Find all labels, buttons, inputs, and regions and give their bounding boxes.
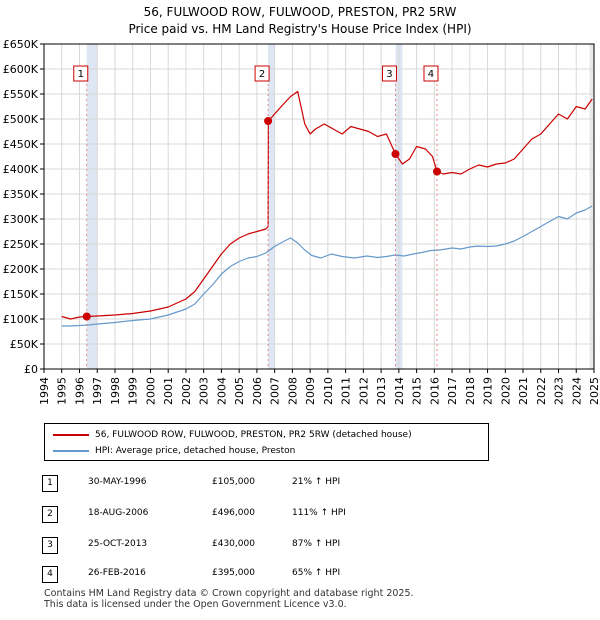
sale-label-4: 4 <box>428 69 434 80</box>
x-tick-label: 2020 <box>499 377 512 405</box>
legend-label-property: 56, FULWOOD ROW, FULWOOD, PRESTON, PR2 5… <box>95 430 412 440</box>
x-tick-label: 2023 <box>553 377 566 405</box>
chart-title: 56, FULWOOD ROW, FULWOOD, PRESTON, PR2 5… <box>143 5 457 19</box>
sale-date: 25-OCT-2013 <box>88 539 148 549</box>
y-tick-label: £100K <box>3 313 39 326</box>
y-tick-label: £600K <box>3 63 39 76</box>
sale-date: 26-FEB-2016 <box>88 568 146 578</box>
sale-label-3: 3 <box>386 69 392 80</box>
sale-markers: 1 2 3 4 <box>73 65 441 369</box>
shaded-periods <box>44 44 594 369</box>
sale-hpi-change: 87% ↑ HPI <box>292 539 341 549</box>
legend: 56, FULWOOD ROW, FULWOOD, PRESTON, PR2 5… <box>44 423 489 461</box>
chart-subtitle: Price paid vs. HM Land Registry's House … <box>128 22 472 36</box>
series-line-hpi <box>61 205 593 327</box>
chart-title-block: 56, FULWOOD ROW, FULWOOD, PRESTON, PR2 5… <box>0 4 600 38</box>
x-tick-label: 2006 <box>251 377 264 405</box>
sale-price: £430,000 <box>212 539 255 549</box>
x-tick-label: 2003 <box>198 377 211 405</box>
y-tick-label: £350K <box>3 188 39 201</box>
x-tick-label: 1996 <box>73 377 86 405</box>
y-tick-label: £250K <box>3 238 39 251</box>
sale-price: £105,000 <box>212 477 255 487</box>
series-line-property <box>61 90 593 320</box>
x-tick-label: 1999 <box>127 377 140 405</box>
legend-swatch-hpi <box>53 450 89 452</box>
y-tick-label: £0 <box>24 363 38 376</box>
x-tick-label: 2004 <box>215 377 228 405</box>
y-tick-label: £500K <box>3 113 39 126</box>
sale-label-box-3 <box>381 65 397 82</box>
y-tick-label: £450K <box>3 138 39 151</box>
sale-label-2: 2 <box>259 69 265 80</box>
x-tick-label: 2009 <box>304 377 317 405</box>
shaded-period-2 <box>268 44 275 369</box>
x-tick-label: 2010 <box>322 377 335 405</box>
x-tick-label: 2002 <box>180 377 193 405</box>
x-tick-label: 1997 <box>91 377 104 405</box>
x-tick-label: 1994 <box>38 377 51 405</box>
x-tick-label: 2019 <box>482 377 495 405</box>
sale-number-badge: 2 <box>42 506 58 523</box>
x-tick-label: 2013 <box>375 377 388 405</box>
sale-date: 18-AUG-2006 <box>88 508 149 518</box>
y-tick-label: £150K <box>3 288 39 301</box>
price-chart: 1 2 3 4 1994 1995 1996 1997 1998 1999 2000 2001 200… <box>3 38 600 405</box>
axes: 1994 1995 1996 1997 1998 1999 2000 2001 2002 2003… <box>3 38 600 405</box>
footer: Contains HM Land Registry data © Crown c… <box>44 588 414 610</box>
sale-hpi-change: 111% ↑ HPI <box>292 508 346 518</box>
sale-label-1: 1 <box>78 69 84 80</box>
sale-hpi-change: 65% ↑ HPI <box>292 568 341 578</box>
shaded-period-1 <box>86 44 98 369</box>
x-tick-label: 2001 <box>162 377 175 405</box>
y-tick-label: £200K <box>3 263 39 276</box>
sale-hpi-change: 21% ↑ HPI <box>292 477 341 487</box>
x-tick-label: 2018 <box>464 377 477 405</box>
footer-copyright: Contains HM Land Registry data © Crown c… <box>44 588 414 599</box>
legend-label-hpi: HPI: Average price, detached house, Pres… <box>95 446 296 456</box>
sale-price: £496,000 <box>212 508 255 518</box>
y-tick-label: £400K <box>3 163 39 176</box>
x-tick-label: 2014 <box>393 377 406 405</box>
series-layer <box>61 90 593 327</box>
x-tick-label: 2007 <box>269 377 282 405</box>
x-tick-label: 1998 <box>109 377 122 405</box>
y-tick-label: £650K <box>3 38 39 51</box>
sale-label-box-4 <box>423 65 439 82</box>
plot-frame <box>43 43 595 370</box>
x-tick-label: 2008 <box>286 377 299 405</box>
x-tick-label: 2011 <box>340 377 353 405</box>
x-tick-label: 2022 <box>535 377 548 405</box>
sale-point-2 <box>264 117 273 125</box>
footer-licence: This data is licensed under the Open Gov… <box>44 599 347 610</box>
sale-price: £395,000 <box>212 568 255 578</box>
sale-number-badge: 4 <box>42 566 58 583</box>
y-tick-label: £50K <box>10 338 39 351</box>
y-tick-label: £300K <box>3 213 39 226</box>
y-tick-label: £550K <box>3 88 39 101</box>
sale-number-badge: 1 <box>42 475 58 492</box>
legend-item-property: 56, FULWOOD ROW, FULWOOD, PRESTON, PR2 5… <box>53 428 412 442</box>
sale-point-3 <box>391 150 400 158</box>
grid <box>43 43 595 370</box>
legend-item-hpi: HPI: Average price, detached house, Pres… <box>53 444 295 458</box>
sale-point-1 <box>82 312 91 321</box>
x-tick-label: 2017 <box>446 377 459 405</box>
plot-background <box>44 44 594 369</box>
x-tick-label: 1995 <box>56 377 69 405</box>
x-tick-label: 2016 <box>428 377 441 405</box>
x-tick-label: 2005 <box>233 377 246 405</box>
x-tick-label: 2015 <box>411 377 424 405</box>
x-tick-label: 2025 <box>588 377 600 405</box>
sale-label-box-1 <box>73 65 89 82</box>
sale-date: 30-MAY-1996 <box>88 477 147 487</box>
x-tick-label: 2021 <box>517 377 530 405</box>
x-tick-label: 2024 <box>570 377 583 405</box>
legend-swatch-property <box>53 434 89 436</box>
sale-label-box-2 <box>254 65 270 82</box>
sale-number-badge: 3 <box>42 537 58 554</box>
x-tick-label: 2012 <box>357 377 370 405</box>
sale-point-4 <box>432 167 441 176</box>
x-tick-label: 2000 <box>144 377 157 405</box>
